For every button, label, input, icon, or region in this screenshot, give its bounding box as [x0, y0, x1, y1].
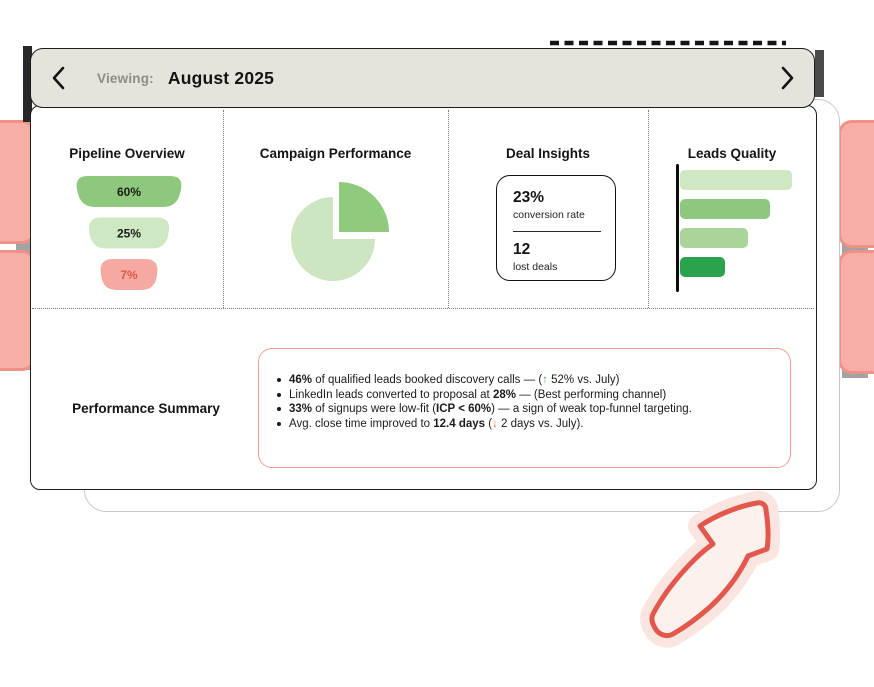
hand-drawn-arrow-icon — [639, 490, 781, 648]
leads-chart-axis — [676, 164, 679, 292]
funnel-stage — [76, 176, 182, 207]
campaign-performance-title: Campaign Performance — [259, 146, 412, 161]
bullet-dot-icon — [277, 378, 281, 382]
viewing-label: Viewing: — [97, 70, 154, 86]
funnel-stage-label: 60% — [117, 185, 141, 199]
current-period: August 2025 — [167, 67, 275, 88]
previous-month-button[interactable] — [41, 61, 75, 95]
pie-body — [291, 197, 375, 281]
summary-bullet: Avg. close time improved to 12.4 days (↓… — [277, 417, 772, 432]
funnel-stage-label: 25% — [117, 227, 141, 241]
month-navigator-bar: Viewing: August 2025 — [30, 48, 815, 108]
leads-bar — [680, 199, 770, 219]
lost-deals-label: lost deals — [513, 260, 558, 273]
column-divider — [448, 110, 449, 308]
header-left-shadow — [23, 46, 32, 122]
pipeline-overview-title: Pipeline Overview — [69, 146, 185, 161]
campaign-pie-chart — [291, 182, 389, 281]
pie-slice — [339, 182, 389, 232]
lost-deals-value: 12 — [513, 240, 531, 258]
next-month-button[interactable] — [770, 61, 804, 95]
deal-insights-card: 23% conversion rate 12 lost deals — [496, 175, 616, 281]
bullet-dot-icon — [277, 421, 281, 426]
stat-divider — [513, 230, 601, 232]
conversion-rate-value: 23% — [513, 189, 545, 206]
performance-summary-title: Performance Summary — [72, 401, 220, 416]
deal-insights-title: Deal Insights — [505, 146, 591, 161]
leads-bar — [680, 257, 725, 277]
pipeline-funnel-chart: 60% 25% 7% — [76, 176, 182, 290]
chevron-left-icon — [52, 66, 64, 90]
performance-summary-box: 46% of qualified leads booked discovery … — [258, 348, 791, 468]
funnel-stage — [100, 259, 158, 290]
right-pink-tab-1[interactable] — [838, 120, 874, 248]
summary-bullet: 46% of qualified leads booked discovery … — [277, 373, 772, 388]
summary-bullet: 33% of signups were low-fit (ICP < 60%) … — [277, 402, 772, 417]
dashboard-card: Pipeline Overview Campaign Performance D… — [30, 105, 817, 490]
column-divider — [648, 110, 649, 308]
row-divider — [32, 308, 814, 309]
bullet-dot-icon — [277, 392, 281, 397]
leads-bar — [680, 228, 748, 248]
conversion-rate-label: conversion rate — [513, 208, 585, 221]
summary-bullet: LinkedIn leads converted to proposal at … — [277, 388, 772, 403]
dashed-edge-decor — [550, 40, 786, 46]
funnel-stage — [88, 217, 170, 249]
leads-quality-title: Leads Quality — [687, 146, 777, 161]
right-pink-tab-2[interactable] — [838, 250, 874, 374]
bullet-dot-icon — [277, 407, 281, 412]
funnel-stage-label: 7% — [120, 268, 138, 282]
chevron-right-icon — [781, 66, 793, 90]
header-right-shadow — [815, 50, 824, 97]
column-divider — [223, 110, 224, 308]
leads-bar — [680, 170, 792, 190]
